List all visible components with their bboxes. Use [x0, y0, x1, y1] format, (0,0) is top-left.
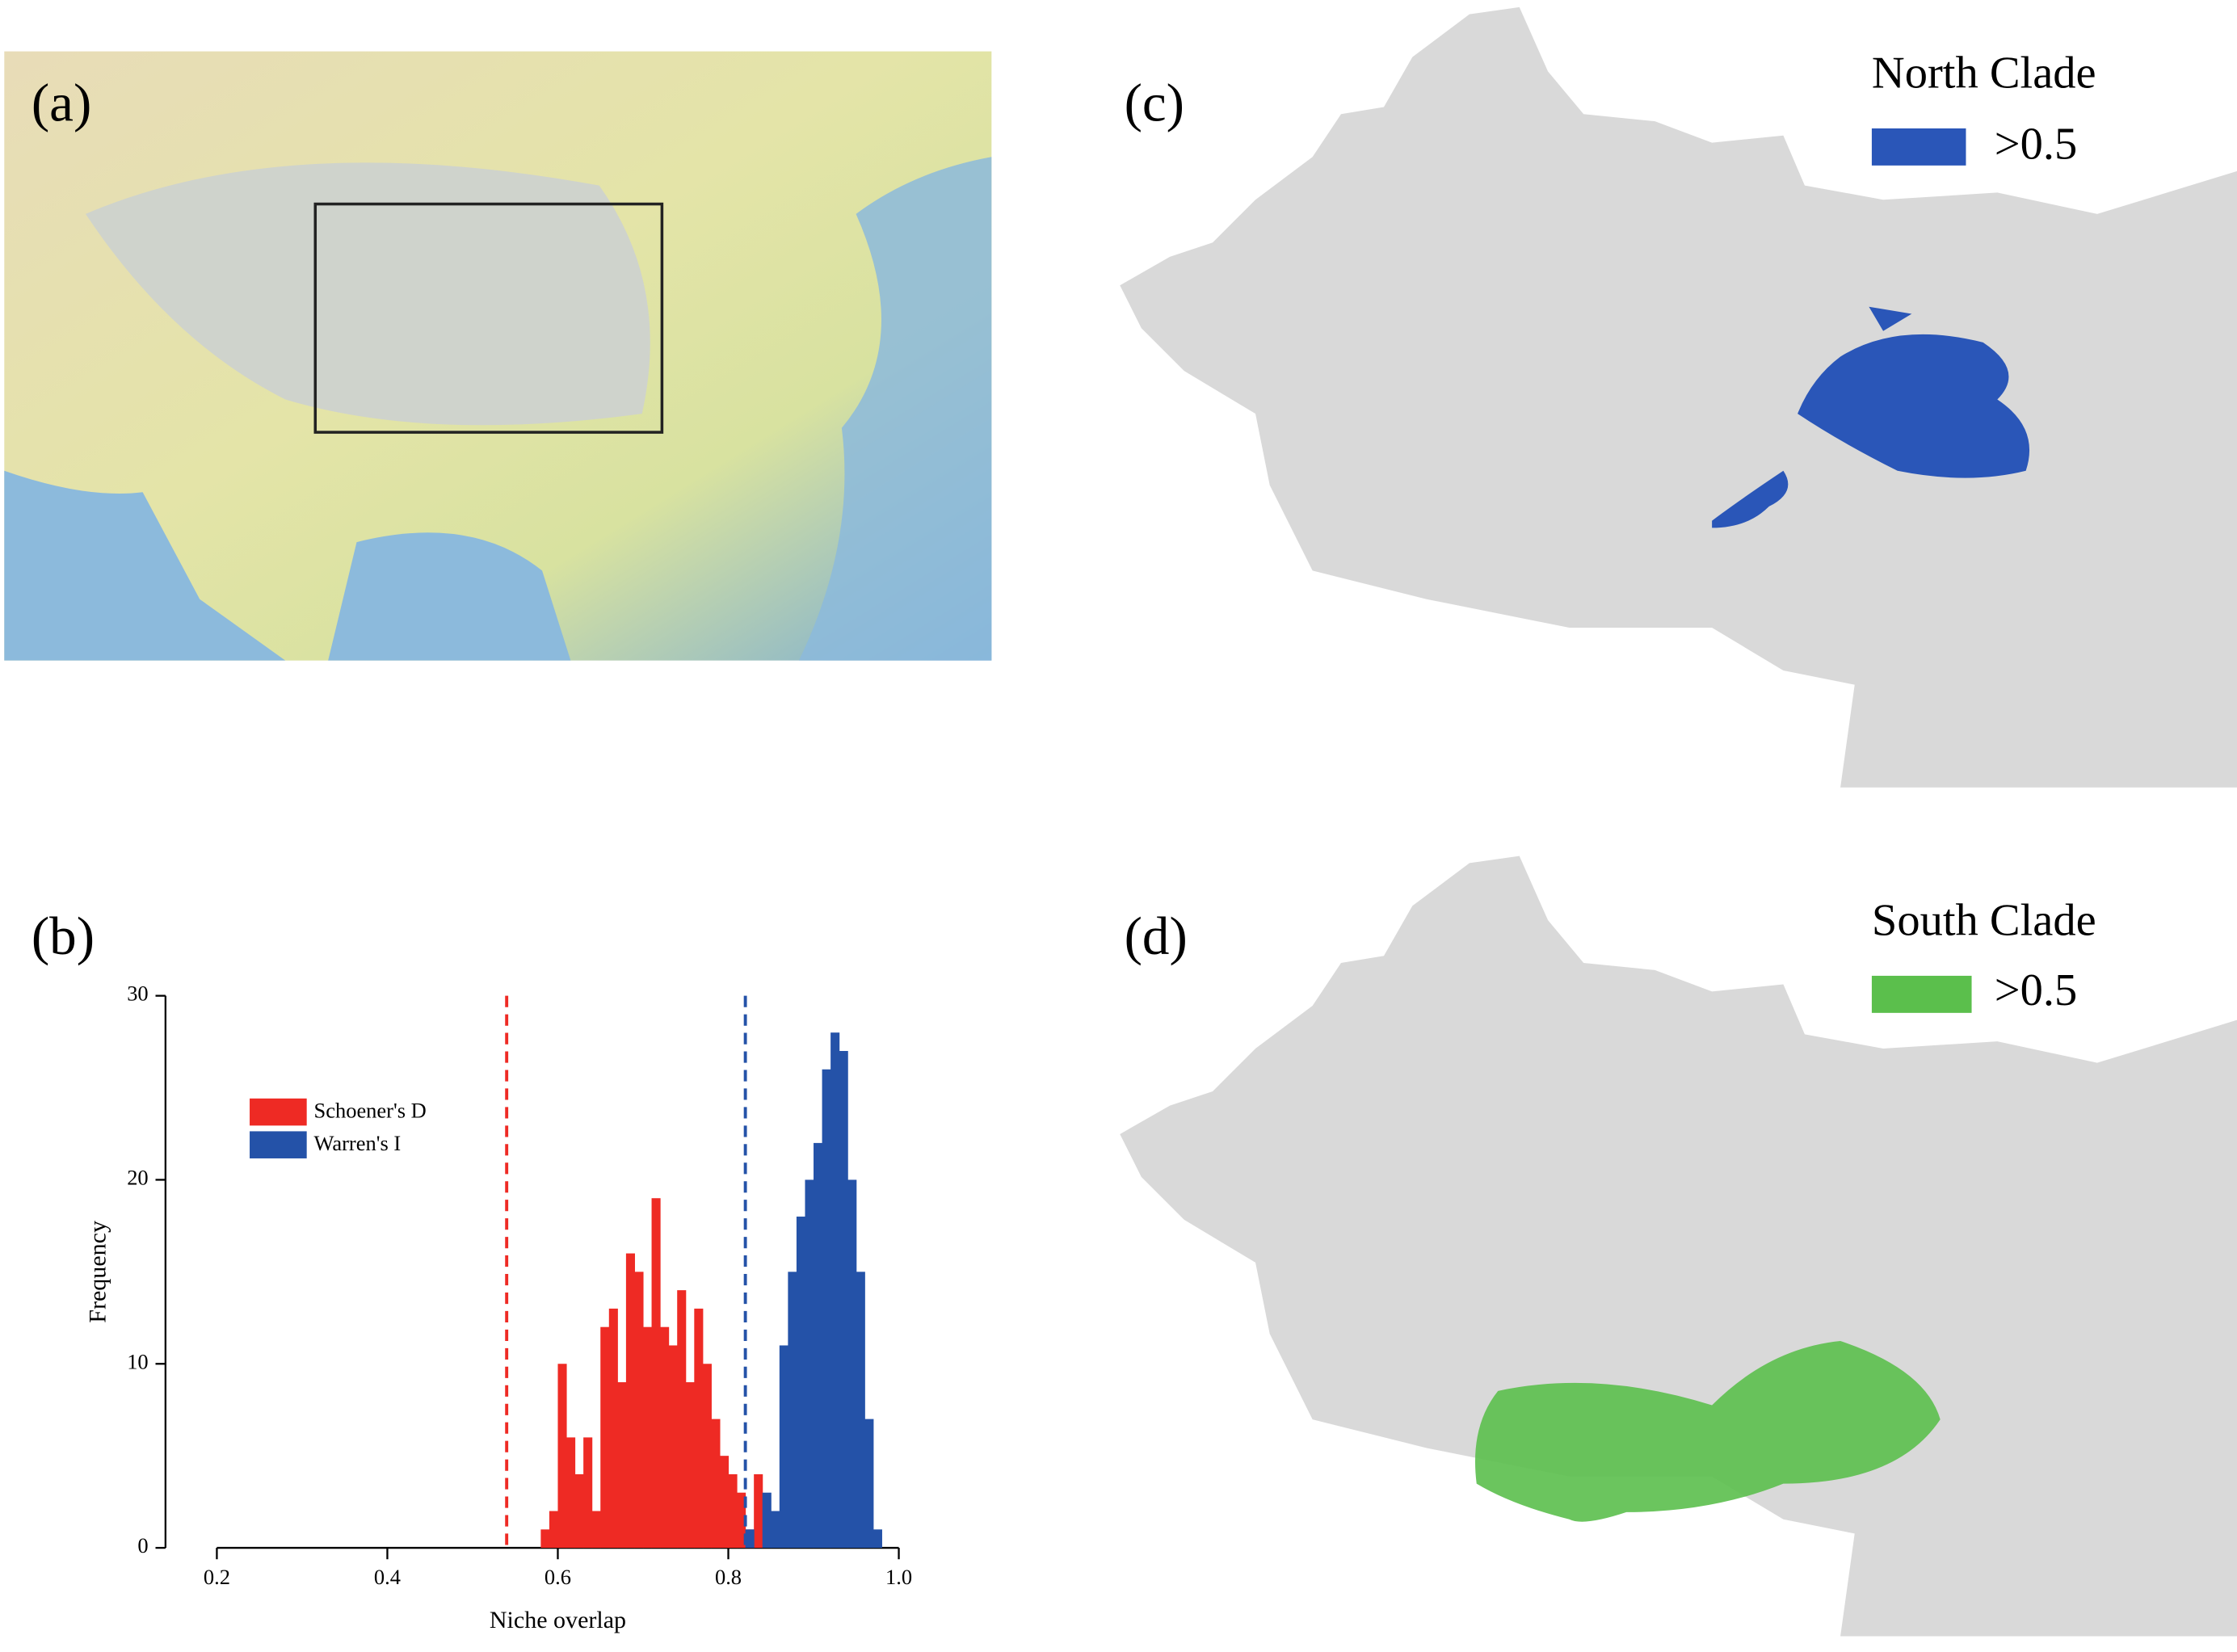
- bar: [839, 1050, 848, 1549]
- legend-label: Schoener's D: [314, 1099, 427, 1123]
- bar: [625, 1253, 635, 1549]
- bar: [754, 1473, 763, 1549]
- panel-label: (b): [32, 906, 95, 966]
- panel-label: (a): [32, 73, 91, 133]
- map-legend-label: >0.5: [1995, 120, 2078, 170]
- legend-swatch: [250, 1131, 307, 1158]
- y-tick-label: 20: [127, 1166, 148, 1190]
- x-axis-label: Niche overlap: [490, 1607, 626, 1633]
- bar: [864, 1419, 874, 1549]
- bar: [711, 1419, 721, 1549]
- bar: [719, 1456, 730, 1549]
- bar: [822, 1069, 831, 1549]
- map-legend-swatch: [1871, 128, 1966, 166]
- south-map: [1120, 855, 2237, 1637]
- map-title: South Clade: [1872, 895, 2096, 945]
- x-tick-label: 0.6: [545, 1565, 571, 1589]
- y-axis-label: Frequency: [85, 1221, 111, 1323]
- bar: [642, 1326, 653, 1549]
- bar: [668, 1345, 678, 1549]
- bar: [566, 1437, 576, 1549]
- bar: [856, 1272, 865, 1549]
- histogram: 0.2 0.4 0.6 0.8 1.0 0 10 20 30 Niche overlap Frequ…: [85, 982, 913, 1633]
- bar: [830, 1032, 840, 1549]
- bar: [771, 1511, 780, 1549]
- bar: [591, 1511, 601, 1549]
- map-legend-swatch: [1871, 975, 1972, 1013]
- bar: [634, 1272, 644, 1549]
- y-tick-label: 10: [127, 1349, 148, 1373]
- bar: [600, 1326, 610, 1549]
- x-tick-label: 1.0: [885, 1565, 912, 1589]
- bar: [847, 1179, 857, 1549]
- bar: [685, 1382, 695, 1549]
- legend-swatch: [250, 1098, 307, 1126]
- x-tick-label: 0.2: [204, 1565, 230, 1589]
- bar: [557, 1364, 567, 1549]
- bar: [745, 1529, 755, 1549]
- bar: [814, 1142, 823, 1549]
- bar: [728, 1473, 738, 1549]
- bar: [608, 1308, 618, 1549]
- panel-label: (d): [1125, 906, 1188, 966]
- bar: [677, 1290, 687, 1549]
- x-tick-label: 0.8: [715, 1565, 742, 1589]
- bar: [549, 1511, 559, 1549]
- map-legend-label: >0.5: [1995, 965, 2078, 1015]
- bar: [737, 1492, 746, 1549]
- bar: [694, 1308, 704, 1549]
- bar: [617, 1382, 627, 1549]
- bar: [805, 1179, 814, 1549]
- y-tick-label: 0: [137, 1533, 148, 1557]
- bar: [873, 1529, 882, 1549]
- map-title: North Clade: [1872, 48, 2096, 98]
- bar: [702, 1364, 712, 1549]
- bar: [651, 1198, 661, 1549]
- y-tick-label: 30: [127, 982, 148, 1006]
- legend-label: Warren's I: [314, 1131, 402, 1155]
- bar: [762, 1492, 772, 1549]
- bar: [540, 1529, 550, 1549]
- bar: [583, 1437, 593, 1549]
- north-map: [1120, 6, 2237, 788]
- bar: [796, 1217, 806, 1549]
- overview-map: [4, 51, 992, 661]
- bar: [779, 1345, 788, 1549]
- panel-label: (c): [1125, 73, 1184, 133]
- bar: [788, 1272, 797, 1549]
- bar: [574, 1473, 584, 1549]
- x-tick-label: 0.4: [374, 1565, 401, 1589]
- bar: [660, 1326, 670, 1549]
